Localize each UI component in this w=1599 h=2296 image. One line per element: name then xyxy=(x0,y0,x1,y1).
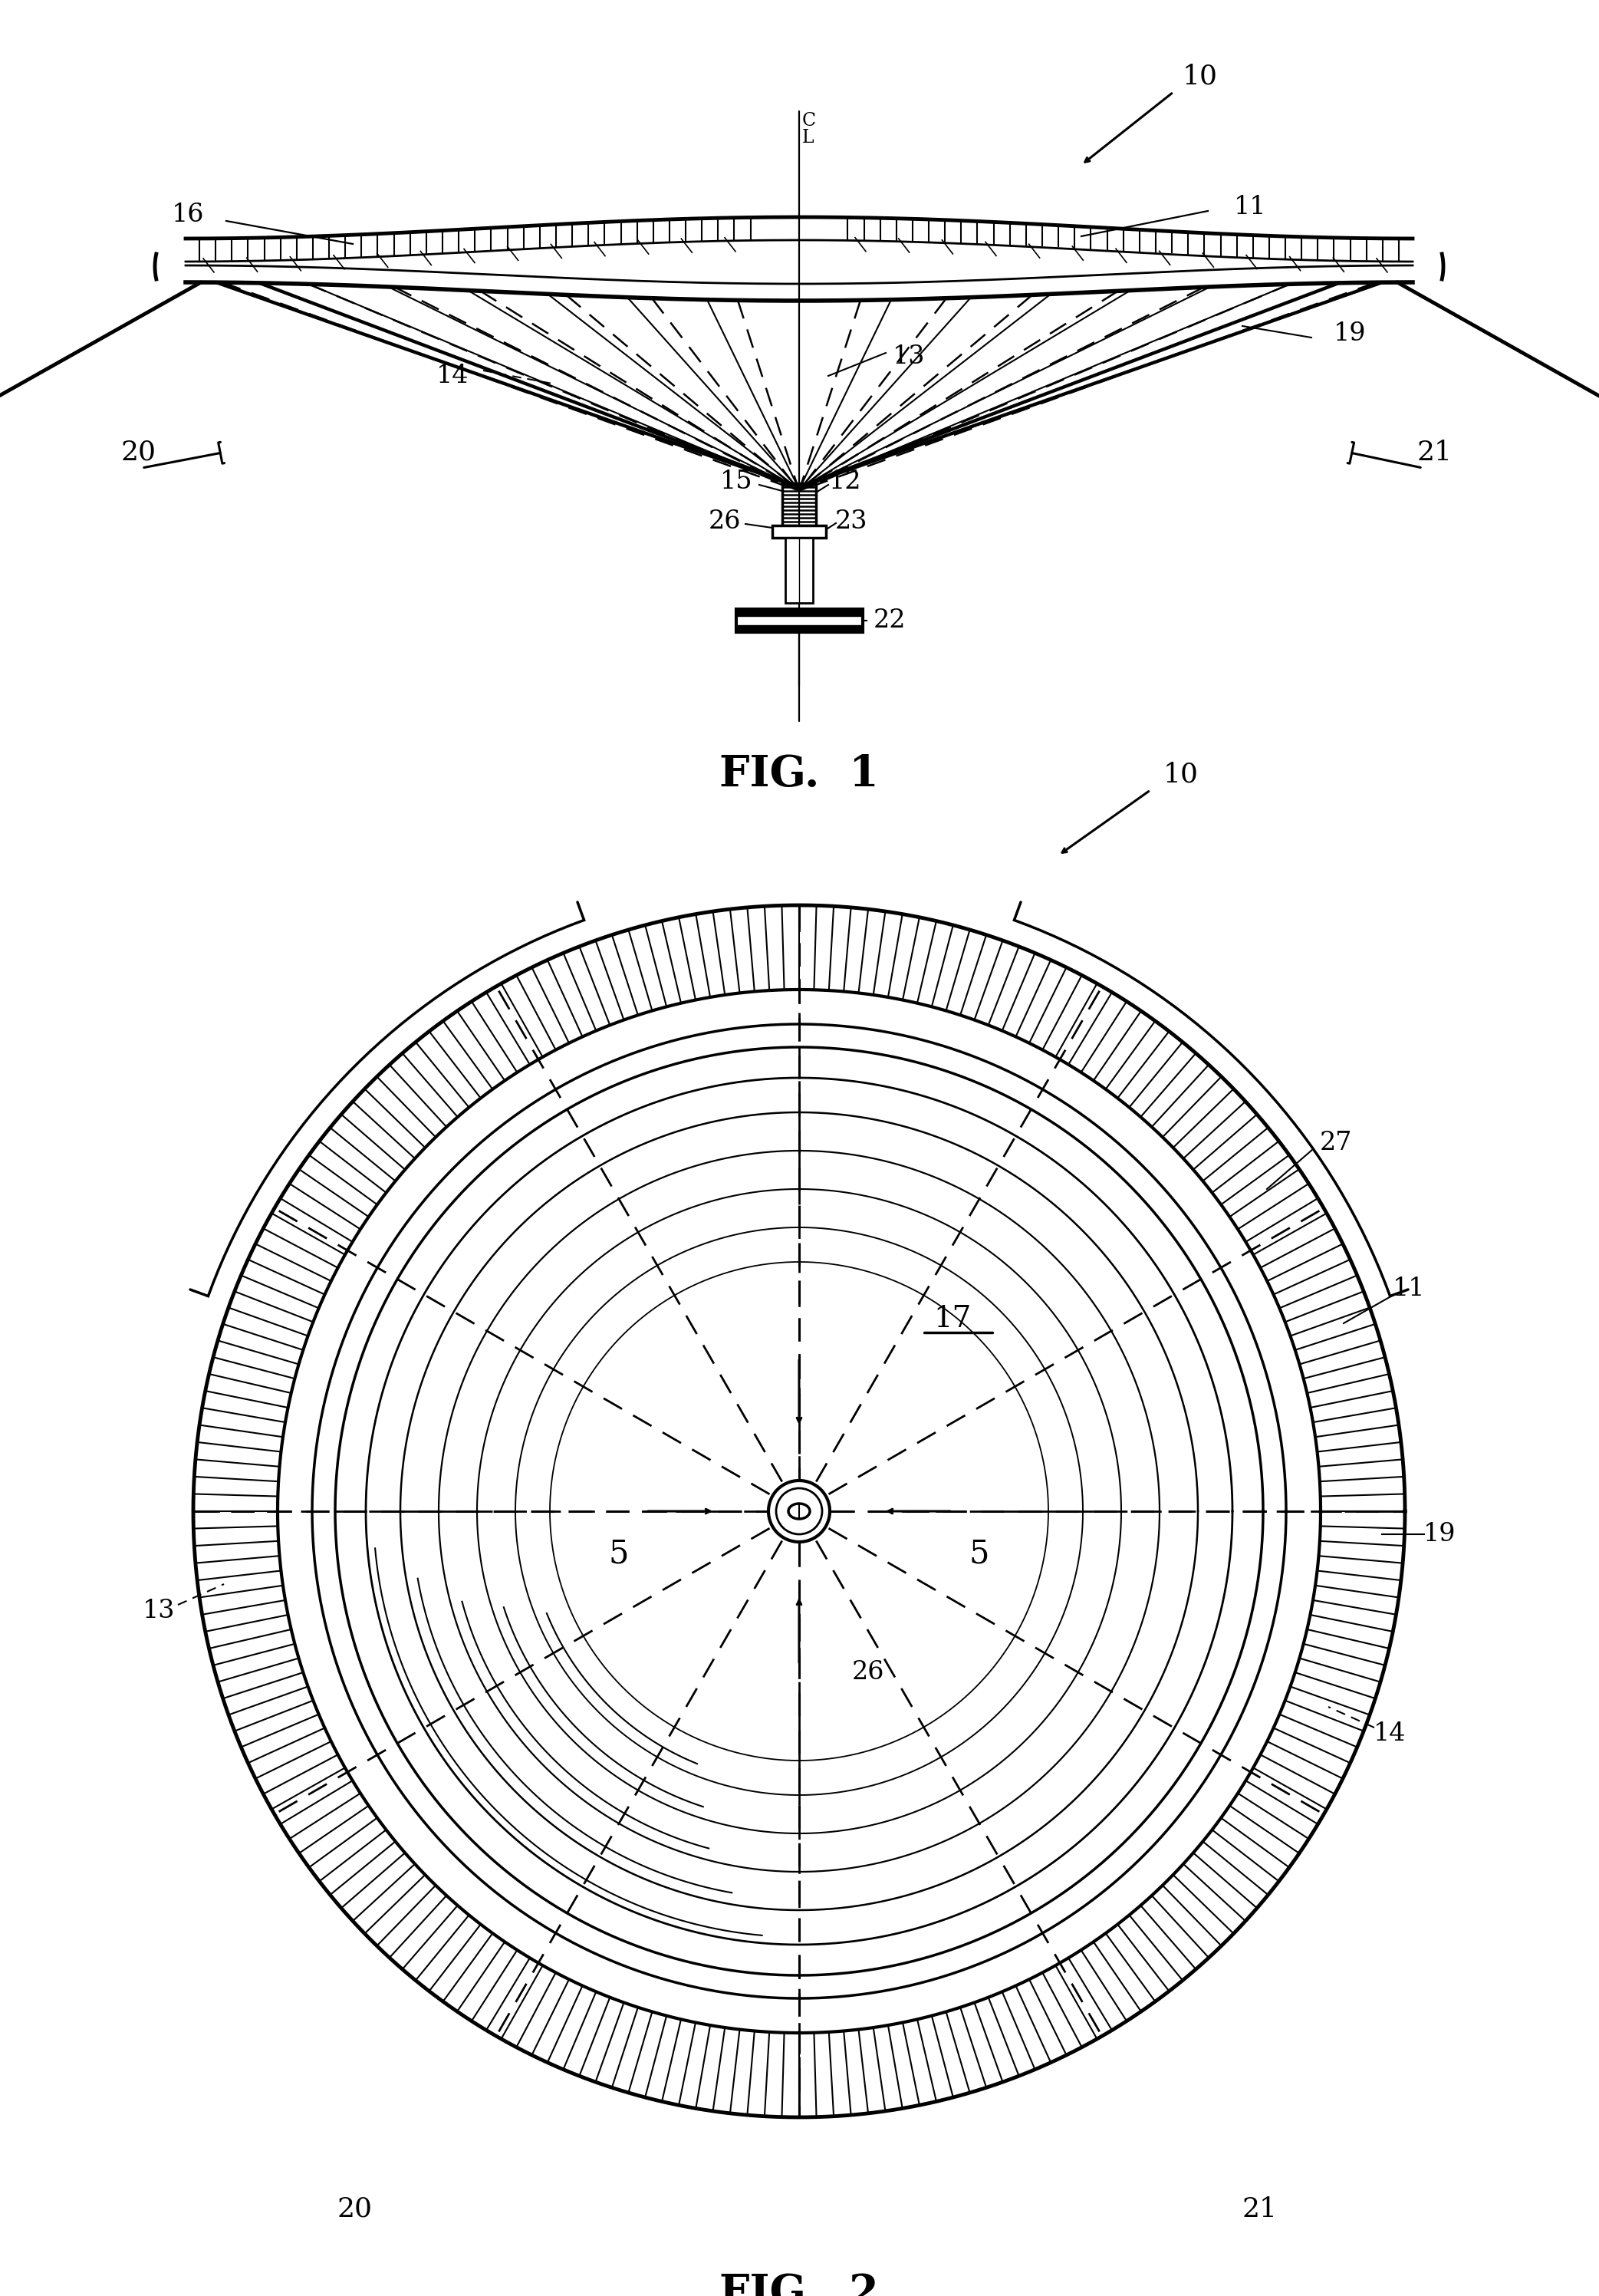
Text: 26: 26 xyxy=(852,1660,884,1685)
Bar xyxy=(736,625,863,631)
Ellipse shape xyxy=(788,1504,809,1520)
Text: 19: 19 xyxy=(1423,1522,1455,1548)
Bar xyxy=(772,526,827,537)
Text: 16: 16 xyxy=(171,202,205,227)
Text: 20: 20 xyxy=(337,2197,373,2223)
Text: 11: 11 xyxy=(1234,195,1266,220)
Bar xyxy=(736,608,863,615)
Text: C: C xyxy=(803,113,815,131)
Bar xyxy=(782,482,815,526)
Text: 15: 15 xyxy=(720,468,753,494)
Text: 23: 23 xyxy=(835,510,868,535)
Text: 10: 10 xyxy=(1183,64,1218,90)
Text: 21: 21 xyxy=(1417,439,1452,466)
Text: 19: 19 xyxy=(1334,321,1366,347)
Text: 20: 20 xyxy=(120,439,155,466)
Text: 13: 13 xyxy=(142,1598,174,1623)
Circle shape xyxy=(776,1488,822,1534)
Text: 27: 27 xyxy=(1319,1130,1353,1155)
Text: 14: 14 xyxy=(437,363,469,388)
Text: 14: 14 xyxy=(1374,1722,1406,1745)
Text: 5: 5 xyxy=(609,1538,628,1570)
Text: FIG.  1: FIG. 1 xyxy=(720,753,879,797)
Text: 5: 5 xyxy=(969,1538,990,1570)
Text: 26: 26 xyxy=(708,510,740,535)
Text: 10: 10 xyxy=(1164,762,1199,788)
Text: L: L xyxy=(803,129,814,147)
Text: 11: 11 xyxy=(1393,1277,1425,1302)
Text: 13: 13 xyxy=(892,344,926,370)
Bar xyxy=(736,608,863,631)
Circle shape xyxy=(769,1481,830,1543)
Text: FIG.  2: FIG. 2 xyxy=(720,2273,879,2296)
Text: 22: 22 xyxy=(873,608,907,634)
Bar xyxy=(785,537,812,604)
Text: 21: 21 xyxy=(1241,2197,1278,2223)
Text: 17: 17 xyxy=(934,1304,972,1334)
Text: 12: 12 xyxy=(828,468,862,494)
